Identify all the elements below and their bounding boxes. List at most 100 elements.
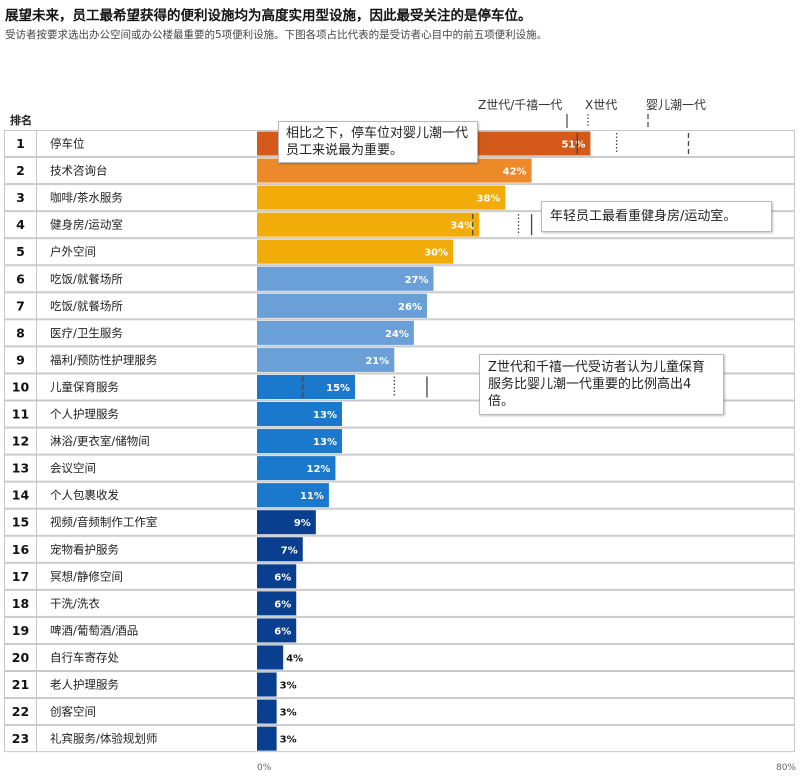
rank-header: 排名 — [10, 113, 32, 127]
bar — [257, 429, 342, 454]
row-label: 福利/预防性护理服务 — [50, 353, 158, 367]
data-label: 6% — [274, 599, 291, 610]
row-label: 冥想/静修空间 — [50, 569, 123, 583]
row-label: 儿童保育服务 — [50, 380, 119, 394]
row-label: 健身房/运动室 — [50, 218, 123, 232]
rank-cell — [4, 292, 37, 320]
row-label: 户外空间 — [50, 245, 96, 259]
data-label: 11% — [300, 491, 324, 502]
rank-number: 9 — [16, 352, 25, 367]
rank-number: 6 — [16, 271, 25, 286]
rank-cell — [4, 725, 37, 753]
data-label: 51% — [561, 140, 585, 151]
row-cell — [36, 508, 795, 536]
data-label: 3% — [280, 708, 297, 719]
row-cell — [36, 616, 795, 644]
row-label: 创客空间 — [50, 705, 96, 719]
rank-number: 19 — [12, 623, 29, 638]
bar — [257, 483, 329, 508]
legend-label-gen_x: X世代 — [585, 98, 617, 112]
data-label: 26% — [398, 302, 422, 313]
row-label: 技术咨询台 — [50, 164, 108, 178]
row-cell — [36, 319, 795, 347]
rank-number: 14 — [12, 488, 30, 503]
data-label: 7% — [281, 545, 298, 556]
rank-number: 7 — [16, 298, 25, 313]
bar — [257, 374, 356, 399]
row-label: 吃饭/就餐场所 — [50, 272, 123, 286]
data-label: 30% — [424, 248, 448, 259]
rank-cell — [4, 130, 37, 158]
row-cell — [36, 671, 795, 699]
rank-cell — [4, 698, 37, 726]
rank-number: 21 — [12, 677, 29, 692]
row-label: 个人包裹收发 — [50, 488, 119, 502]
rank-cell — [4, 535, 37, 563]
data-label: 6% — [274, 572, 291, 583]
rank-cell — [4, 319, 37, 347]
row-label: 啤酒/葡萄酒/酒品 — [50, 623, 138, 637]
row-label: 会议空间 — [50, 461, 96, 475]
rank-cell — [4, 508, 37, 536]
rank-number: 1 — [16, 136, 25, 151]
data-label: 21% — [365, 356, 389, 367]
row-cell — [36, 427, 795, 455]
data-label: 34% — [450, 221, 474, 232]
bar — [257, 726, 277, 751]
data-label: 12% — [307, 464, 331, 475]
bar — [257, 618, 297, 643]
bar — [257, 699, 277, 724]
legend-label-boomer: 婴儿潮一代 — [646, 97, 706, 112]
bar — [257, 645, 284, 670]
rank-cell — [4, 211, 37, 239]
chart-subtitle: 受访者按要求选出办公空间或办公楼最重要的5项便利设施。下图各项占比代表的是受访者… — [5, 29, 548, 41]
bar — [257, 456, 336, 481]
axis-max-label: 80% — [776, 763, 796, 773]
callout-childcare: Z世代和千禧一代受访者认为儿童保育服务比婴儿潮一代重要的比例高出4倍。 — [479, 354, 724, 415]
data-label: 38% — [476, 194, 500, 205]
rank-number: 12 — [12, 434, 29, 449]
row-cell — [36, 698, 795, 726]
row-cell — [36, 562, 795, 590]
bar — [257, 564, 297, 589]
row-label: 干洗/洗衣 — [50, 596, 100, 610]
data-label: 9% — [294, 518, 311, 529]
rank-number: 18 — [12, 596, 29, 611]
rank-number: 3 — [16, 190, 25, 205]
axis-min-label: 0% — [257, 763, 272, 773]
row-label: 礼宾服务/体验规划师 — [50, 732, 157, 746]
row-label: 宠物看护服务 — [50, 542, 119, 556]
bar — [257, 402, 342, 427]
rank-number: 20 — [12, 650, 30, 665]
row-label: 淋浴/更衣室/储物间 — [50, 434, 150, 448]
row-label: 自行车寄存处 — [50, 650, 119, 664]
rank-number: 11 — [12, 407, 29, 422]
rank-cell — [4, 562, 37, 590]
row-cell — [36, 589, 795, 617]
rank-cell — [4, 400, 37, 428]
rank-number: 4 — [16, 217, 25, 232]
row-label: 吃饭/就餐场所 — [50, 299, 123, 313]
chart-title: 展望未来，员工最希望获得的便利设施均为高度实用型设施，因此最受关注的是停车位。 — [5, 8, 532, 24]
bar — [257, 293, 427, 318]
row-label: 医疗/卫生服务 — [50, 326, 123, 340]
rank-number: 5 — [16, 244, 25, 259]
bar — [257, 591, 297, 616]
rank-number: 22 — [12, 704, 29, 719]
bar — [257, 510, 316, 535]
legend-label-gen_z_millennial: Z世代/千禧一代 — [478, 98, 562, 112]
rank-number: 13 — [12, 461, 29, 476]
data-label: 6% — [274, 626, 291, 637]
data-label: 42% — [503, 167, 527, 178]
bar — [257, 347, 395, 372]
rank-number: 10 — [12, 379, 30, 394]
rank-number: 8 — [16, 325, 25, 340]
rank-number: 15 — [12, 515, 29, 530]
row-cell — [36, 643, 795, 672]
bar — [257, 266, 434, 291]
bar — [257, 537, 303, 562]
rank-number: 16 — [12, 542, 30, 557]
row-cell — [36, 454, 795, 482]
row-label: 个人护理服务 — [50, 407, 119, 421]
bar — [257, 239, 454, 264]
